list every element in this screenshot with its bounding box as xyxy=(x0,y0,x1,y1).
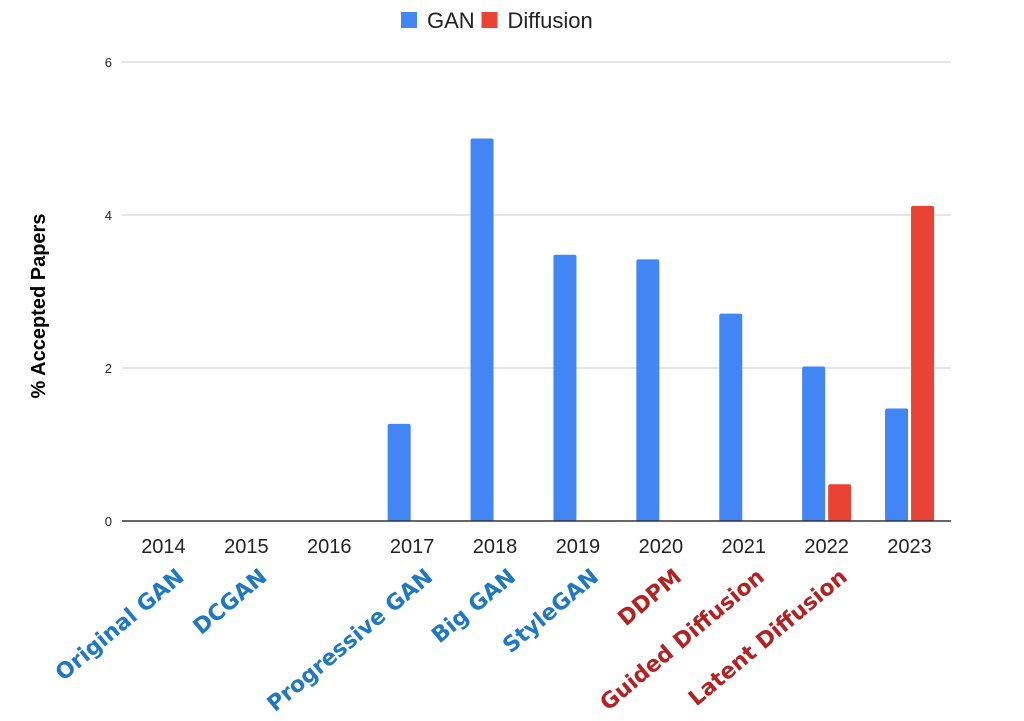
bar-gan-2022 xyxy=(802,366,826,521)
x-tick-label: 2022 xyxy=(804,536,849,558)
annotation-label: Guided Diffusion xyxy=(596,564,770,716)
y-tick-label: 0 xyxy=(105,514,112,529)
bar-gan-2023 xyxy=(885,408,909,521)
x-tick-label: 2021 xyxy=(722,536,767,558)
gridlines xyxy=(122,61,951,369)
bar-gan-2019 xyxy=(553,254,577,521)
legend-swatch-diffusion xyxy=(481,12,498,28)
bar-gan-2020 xyxy=(636,259,660,521)
bar-gan-2017 xyxy=(387,423,411,521)
x-tick-label: 2018 xyxy=(473,536,518,558)
x-tick-label: 2016 xyxy=(307,536,352,558)
bar-diffusion-2023 xyxy=(911,205,935,521)
y-tick-label: 4 xyxy=(105,208,112,223)
y-axis-ticks: 0 2 4 6 xyxy=(105,55,112,529)
bar-gan-2018 xyxy=(470,138,494,521)
annotation-label: Original GAN xyxy=(51,564,189,686)
x-tick-label: 2019 xyxy=(556,536,601,558)
y-axis-title: % Accepted Papers xyxy=(28,214,50,399)
bar-gan-2021 xyxy=(719,313,743,521)
y-tick-label: 2 xyxy=(105,361,112,376)
annotation-label: Latent Diffusion xyxy=(684,564,852,711)
x-tick-label: 2014 xyxy=(141,536,186,558)
x-tick-label: 2015 xyxy=(224,536,269,558)
annotation-label: DCGAN xyxy=(189,564,272,640)
bars xyxy=(387,138,935,521)
x-tick-label: 2023 xyxy=(887,536,932,558)
legend: GAN Diffusion xyxy=(401,8,593,33)
y-tick-label: 6 xyxy=(105,55,112,70)
legend-label-gan: GAN xyxy=(427,8,475,33)
annotation-label: DDPM xyxy=(614,564,687,631)
x-tick-label: 2017 xyxy=(390,536,435,558)
x-axis-ticks: 2014 2015 2016 2017 2018 2019 2020 2021 2022 2023 xyxy=(141,536,932,558)
x-tick-label: 2020 xyxy=(639,536,684,558)
legend-label-diffusion: Diffusion xyxy=(508,8,593,33)
legend-swatch-gan xyxy=(401,12,417,28)
annotation-label: Progressive GAN xyxy=(263,564,438,717)
bar-diffusion-2022 xyxy=(828,484,852,521)
